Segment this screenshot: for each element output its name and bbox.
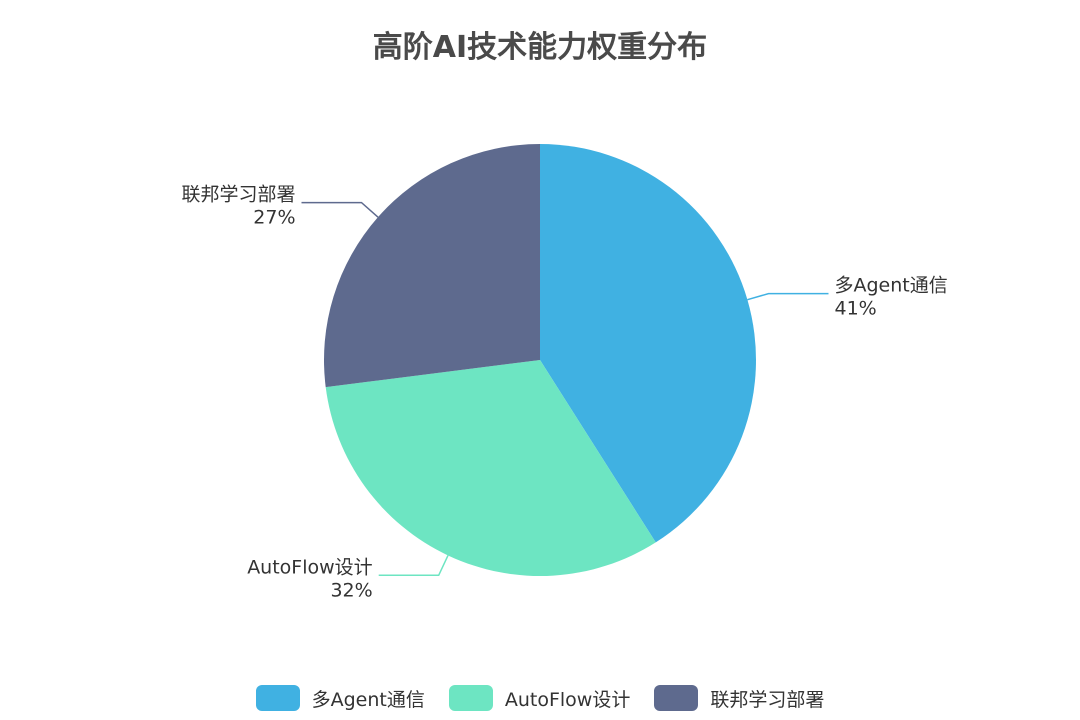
chart-title: 高阶AI技术能力权重分布 <box>372 30 708 65</box>
leader-line-0 <box>747 292 829 301</box>
legend-item-1[interactable]: AutoFlow设计 <box>448 685 631 712</box>
legend-item-0[interactable]: 多Agent通信 <box>255 685 425 712</box>
slice-name-label-1: AutoFlow设计 <box>247 556 373 578</box>
legend-label-1: AutoFlow设计 <box>504 688 631 711</box>
slice-percent-label-2: 27% <box>253 207 295 229</box>
leader-line-1 <box>378 555 449 577</box>
legend-label-0: 多Agent通信 <box>311 688 425 711</box>
legend-swatch-0 <box>255 685 300 711</box>
slice-percent-label-0: 41% <box>835 298 877 320</box>
legend-label-2: 联邦学习部署 <box>710 688 825 711</box>
leader-line-2 <box>301 201 379 218</box>
legend-swatch-2 <box>654 685 699 711</box>
slice-percent-label-1: 32% <box>330 579 372 601</box>
legend: 多Agent通信 AutoFlow设计 联邦学习部署 <box>0 680 1080 716</box>
legend-swatch-1 <box>448 685 493 711</box>
pie-slice-1[interactable] <box>325 360 656 576</box>
pie-slice-2[interactable] <box>323 144 540 388</box>
legend-item-2[interactable]: 联邦学习部署 <box>654 685 824 712</box>
pie-slice-0[interactable] <box>540 144 756 543</box>
slice-name-label-2: 联邦学习部署 <box>181 184 295 206</box>
slice-name-label-0: 多Agent通信 <box>835 275 948 297</box>
